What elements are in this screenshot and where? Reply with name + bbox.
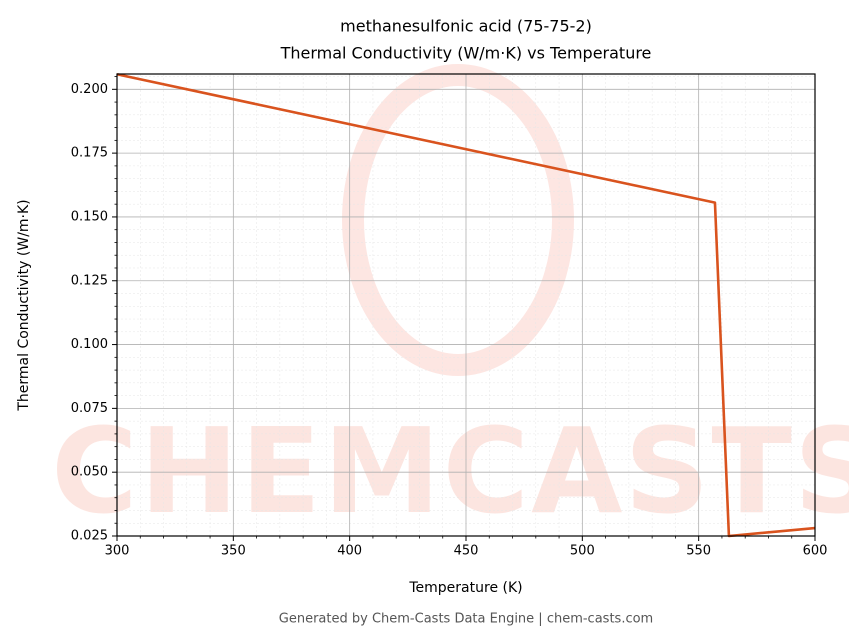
chart-subtitle: Thermal Conductivity (W/m·K) vs Temperat… [280,44,652,63]
y-tick-label: 0.075 [71,401,108,416]
plot-frame [116,73,816,537]
y-tick-label: 0.150 [71,209,108,224]
chart-title: methanesulfonic acid (75-75-2) [340,17,592,36]
x-tick-label: 550 [686,544,711,559]
y-tick-label: 0.100 [71,337,108,352]
y-tick-label: 0.175 [71,146,108,161]
watermark-logo [342,64,574,376]
data-line [116,72,816,538]
x-axis-label: Temperature (K) [408,580,522,596]
watermark: CHEMCASTS [51,402,849,540]
y-tick-label: 0.050 [71,465,108,480]
y-tick-label: 0.200 [71,82,108,97]
x-tick-label: 300 [105,544,130,559]
y-tick-label: 0.025 [71,529,108,544]
x-tick-label: 500 [570,544,595,559]
y-axis-label: Thermal Conductivity (W/m·K) [16,199,32,411]
x-tick-label: 350 [221,544,246,559]
x-tick-label: 600 [803,544,828,559]
x-tick-label: 400 [337,544,362,559]
y-tick-label: 0.125 [71,273,108,288]
x-tick-label: 450 [454,544,479,559]
footer: Generated by Chem-Casts Data Engine | ch… [279,612,653,627]
